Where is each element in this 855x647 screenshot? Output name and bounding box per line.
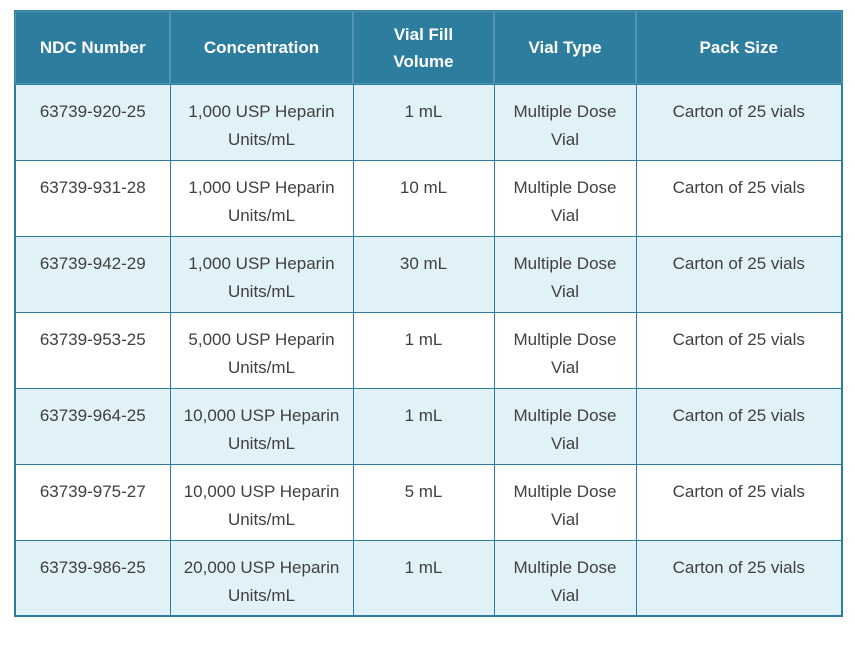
cell-pack-size: Carton of 25 vials <box>635 463 843 541</box>
table-row: 63739-986-25 20,000 USP Heparin Units/mL… <box>14 539 843 617</box>
cell-pack-size: Carton of 25 vials <box>635 387 843 465</box>
cell-vial-type: Multiple Dose Vial <box>493 159 637 237</box>
cell-pack-size: Carton of 25 vials <box>635 159 843 237</box>
cell-ndc-number: 63739-964-25 <box>14 387 171 465</box>
cell-ndc-number: 63739-942-29 <box>14 235 171 313</box>
table-header-row: NDC Number Concentration Vial Fill Volum… <box>14 10 843 85</box>
cell-concentration: 1,000 USP Heparin Units/mL <box>169 83 354 161</box>
table-row: 63739-920-25 1,000 USP Heparin Units/mL … <box>14 83 843 161</box>
cell-pack-size: Carton of 25 vials <box>635 311 843 389</box>
cell-pack-size: Carton of 25 vials <box>635 235 843 313</box>
table-row: 63739-964-25 10,000 USP Heparin Units/mL… <box>14 387 843 465</box>
column-header-pack-size: Pack Size <box>635 10 843 85</box>
cell-vial-type: Multiple Dose Vial <box>493 235 637 313</box>
cell-vial-fill-volume: 1 mL <box>352 83 495 161</box>
cell-vial-type: Multiple Dose Vial <box>493 463 637 541</box>
cell-vial-type: Multiple Dose Vial <box>493 387 637 465</box>
cell-vial-fill-volume: 30 mL <box>352 235 495 313</box>
cell-ndc-number: 63739-920-25 <box>14 83 171 161</box>
table-row: 63739-942-29 1,000 USP Heparin Units/mL … <box>14 235 843 313</box>
table-body: 63739-920-25 1,000 USP Heparin Units/mL … <box>14 83 843 617</box>
cell-concentration: 20,000 USP Heparin Units/mL <box>169 539 354 617</box>
product-packaging-table: NDC Number Concentration Vial Fill Volum… <box>14 10 843 617</box>
table-row: 63739-931-28 1,000 USP Heparin Units/mL … <box>14 159 843 237</box>
cell-vial-fill-volume: 1 mL <box>352 311 495 389</box>
column-header-vial-type: Vial Type <box>493 10 637 85</box>
table-header: NDC Number Concentration Vial Fill Volum… <box>14 10 843 85</box>
cell-concentration: 1,000 USP Heparin Units/mL <box>169 159 354 237</box>
column-header-vial-fill-volume: Vial Fill Volume <box>352 10 495 85</box>
cell-concentration: 10,000 USP Heparin Units/mL <box>169 463 354 541</box>
cell-vial-fill-volume: 5 mL <box>352 463 495 541</box>
cell-ndc-number: 63739-975-27 <box>14 463 171 541</box>
cell-vial-fill-volume: 1 mL <box>352 387 495 465</box>
cell-ndc-number: 63739-953-25 <box>14 311 171 389</box>
table-row: 63739-975-27 10,000 USP Heparin Units/mL… <box>14 463 843 541</box>
cell-vial-fill-volume: 1 mL <box>352 539 495 617</box>
cell-concentration: 5,000 USP Heparin Units/mL <box>169 311 354 389</box>
cell-concentration: 10,000 USP Heparin Units/mL <box>169 387 354 465</box>
cell-vial-type: Multiple Dose Vial <box>493 539 637 617</box>
column-header-concentration: Concentration <box>169 10 354 85</box>
cell-vial-fill-volume: 10 mL <box>352 159 495 237</box>
cell-ndc-number: 63739-931-28 <box>14 159 171 237</box>
cell-pack-size: Carton of 25 vials <box>635 83 843 161</box>
cell-vial-type: Multiple Dose Vial <box>493 311 637 389</box>
cell-concentration: 1,000 USP Heparin Units/mL <box>169 235 354 313</box>
cell-ndc-number: 63739-986-25 <box>14 539 171 617</box>
cell-pack-size: Carton of 25 vials <box>635 539 843 617</box>
cell-vial-type: Multiple Dose Vial <box>493 83 637 161</box>
table-row: 63739-953-25 5,000 USP Heparin Units/mL … <box>14 311 843 389</box>
column-header-ndc-number: NDC Number <box>14 10 171 85</box>
